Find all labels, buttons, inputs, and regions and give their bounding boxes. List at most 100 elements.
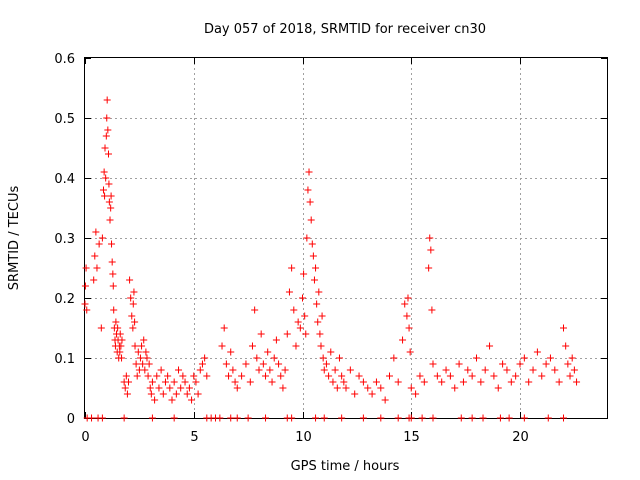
data-point — [117, 342, 125, 350]
data-point — [405, 324, 413, 332]
data-point — [244, 414, 252, 422]
data-point — [127, 294, 135, 302]
data-points — [81, 96, 581, 422]
data-point — [141, 366, 149, 374]
data-point — [183, 390, 191, 398]
data-point — [399, 336, 407, 344]
data-point — [473, 354, 480, 362]
data-point — [300, 270, 308, 278]
data-point — [227, 414, 235, 422]
data-point — [325, 372, 333, 380]
data-point — [566, 372, 574, 380]
data-point — [416, 372, 424, 380]
data-point — [114, 324, 122, 332]
data-point — [120, 414, 128, 422]
data-point — [290, 306, 298, 314]
data-point — [560, 324, 567, 332]
data-point — [516, 360, 524, 368]
data-point — [102, 174, 110, 182]
data-point — [233, 414, 241, 422]
data-point — [427, 246, 435, 254]
data-point — [104, 150, 112, 158]
data-point — [425, 264, 433, 272]
data-point — [251, 306, 259, 314]
data-point — [82, 264, 90, 272]
data-point — [98, 414, 106, 422]
data-point — [222, 360, 230, 368]
data-point — [98, 234, 106, 242]
data-point — [233, 384, 241, 392]
data-point — [105, 198, 113, 206]
data-point — [302, 330, 310, 338]
data-point — [130, 288, 138, 296]
data-point — [329, 378, 337, 386]
data-point — [272, 336, 280, 344]
data-point — [446, 372, 454, 380]
data-point — [394, 414, 402, 422]
data-point — [104, 126, 112, 134]
data-point — [305, 168, 313, 176]
data-point — [108, 258, 116, 266]
data-point — [322, 360, 330, 368]
data-point — [125, 378, 132, 386]
y-tick-label: 0 — [67, 412, 75, 427]
data-point — [520, 414, 528, 422]
data-point — [190, 372, 198, 380]
data-point — [512, 372, 520, 380]
data-point — [194, 390, 202, 398]
data-point — [277, 372, 285, 380]
data-point — [459, 378, 467, 386]
data-point — [490, 372, 498, 380]
data-point — [170, 378, 178, 386]
data-point — [317, 342, 325, 350]
data-point — [105, 180, 113, 188]
data-point — [131, 318, 139, 326]
data-point — [131, 342, 139, 350]
data-point — [109, 282, 117, 290]
data-point — [112, 318, 120, 326]
data-point — [192, 378, 200, 386]
data-point — [159, 390, 167, 398]
data-point — [91, 252, 99, 260]
data-point — [346, 366, 354, 374]
data-point — [227, 348, 235, 356]
data-point — [129, 300, 137, 308]
data-point — [110, 306, 118, 314]
data-point — [570, 366, 578, 374]
data-point — [81, 282, 89, 290]
data-point — [216, 414, 224, 422]
data-point — [494, 384, 502, 392]
data-point — [312, 414, 320, 422]
data-point — [544, 414, 552, 422]
data-point — [143, 354, 151, 362]
data-point — [394, 378, 402, 386]
data-point — [438, 378, 446, 386]
data-point — [142, 348, 150, 356]
data-point — [203, 372, 211, 380]
data-point — [568, 354, 576, 362]
data-point — [496, 414, 504, 422]
data-point — [83, 306, 91, 314]
data-point — [175, 366, 183, 374]
data-point — [562, 342, 570, 350]
data-point — [188, 396, 196, 404]
data-point — [185, 384, 193, 392]
data-point — [139, 360, 147, 368]
data-point — [129, 324, 137, 332]
data-point — [364, 384, 372, 392]
data-point — [303, 234, 311, 242]
data-point — [359, 378, 367, 386]
data-point — [455, 360, 463, 368]
data-point — [116, 330, 124, 338]
data-point — [107, 204, 115, 212]
data-point — [294, 318, 302, 326]
y-tick-label: 0.6 — [54, 52, 75, 67]
data-point — [106, 216, 114, 224]
data-point — [116, 348, 124, 356]
data-point — [168, 396, 176, 404]
data-point — [335, 354, 343, 362]
data-point — [313, 300, 321, 308]
data-point — [418, 414, 426, 422]
data-point — [377, 384, 385, 392]
